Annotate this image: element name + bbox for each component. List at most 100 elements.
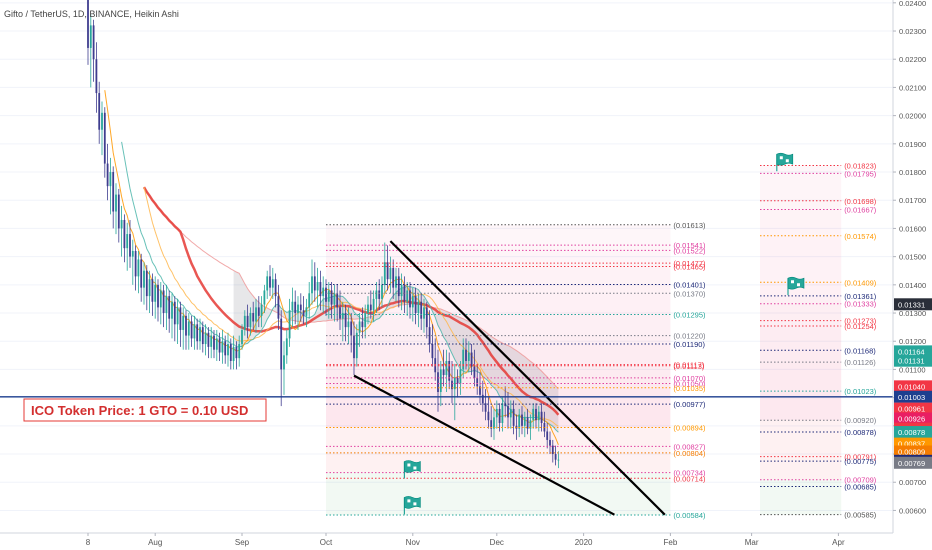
fib-zone <box>760 165 842 174</box>
price-badge <box>894 426 932 439</box>
candle-body <box>134 250 137 277</box>
fib-zone <box>760 461 842 480</box>
fib-zone <box>760 209 842 236</box>
candle-body <box>358 321 361 333</box>
candle-body <box>493 417 495 429</box>
candle-body <box>238 344 241 359</box>
time-tick-label: Sep <box>235 538 250 547</box>
candle-body <box>470 352 473 367</box>
price-badge-label: 0.00961 <box>898 405 925 414</box>
candle-body <box>154 284 157 302</box>
candle-body <box>277 296 280 319</box>
candle-body <box>476 377 479 387</box>
time-tick-label: Nov <box>406 538 420 547</box>
candle-body <box>255 307 257 322</box>
candle-body <box>378 290 381 299</box>
candle-body <box>95 59 98 94</box>
flag-check <box>791 280 800 287</box>
candle-body <box>414 296 417 314</box>
price-badge-label: 0.00809 <box>898 447 925 456</box>
candle-body <box>235 346 238 359</box>
candle-body <box>260 304 263 316</box>
candle-body <box>442 369 445 376</box>
candle-body <box>400 284 403 297</box>
candle-body <box>523 417 526 426</box>
price-badge-label: 0.01131 <box>898 357 925 366</box>
candle-body <box>263 290 266 305</box>
candle-body <box>481 394 484 404</box>
candle-body <box>87 0 89 48</box>
time-tick-label: Dec <box>490 538 504 547</box>
candle-body <box>386 262 389 280</box>
candle-body <box>344 313 347 328</box>
candle-body <box>218 338 221 353</box>
candle-body <box>451 380 453 390</box>
fib-level-label: (0.00584) <box>673 511 706 520</box>
candle-body <box>336 293 339 308</box>
fib-level-label: (0.01465) <box>673 263 706 272</box>
flag-cloth <box>776 152 794 166</box>
fib-level-label: (0.01795) <box>844 169 877 178</box>
price-tick-label: 0.01800 <box>899 168 926 177</box>
candle-body <box>437 372 439 392</box>
fib-level-label: (0.01333) <box>844 300 877 309</box>
candle-body <box>299 304 302 311</box>
candle-body <box>420 301 423 319</box>
fib-level-label: (0.01698) <box>844 197 877 206</box>
candle-body <box>213 335 215 350</box>
fib-zone <box>760 173 842 201</box>
candle-body <box>297 304 299 314</box>
fib-zones <box>326 165 842 515</box>
fib-zone <box>326 427 671 447</box>
candle-body <box>316 282 319 291</box>
fib-zone <box>760 295 842 304</box>
candle-body <box>190 321 193 339</box>
price-badge-label: 0.00837 <box>898 440 925 449</box>
candle-body <box>431 344 434 359</box>
candle-body <box>288 310 291 339</box>
flag-icon <box>403 496 421 515</box>
price-tick-label: 0.02000 <box>899 112 926 121</box>
price-tick-label: 0.00600 <box>899 506 926 515</box>
candle-body <box>507 406 509 418</box>
candle-body <box>294 301 297 314</box>
price-tick-label: 0.01600 <box>899 224 926 233</box>
fib-level-label: (0.01477) <box>673 259 706 268</box>
fib-level-label: (0.01117) <box>673 361 704 370</box>
candle-body <box>456 377 459 384</box>
wedge <box>353 240 666 516</box>
fib-zone <box>326 224 671 246</box>
candle-body <box>434 358 437 373</box>
fib-zone <box>326 387 671 405</box>
candle-body <box>187 321 190 336</box>
price-tick-label: 0.00700 <box>899 478 926 487</box>
fib-level-label: (0.01823) <box>844 162 877 171</box>
candle-body <box>529 420 532 429</box>
fib-level-label: (0.01541) <box>673 241 706 250</box>
candle-body <box>89 25 92 48</box>
fib-zone <box>760 235 842 283</box>
candle-body <box>448 360 451 381</box>
candle-body <box>417 301 420 314</box>
candle-body <box>423 307 425 319</box>
candle-body <box>143 270 145 288</box>
candle-body <box>171 301 173 319</box>
candle-body <box>532 408 535 421</box>
price-badge <box>894 380 932 393</box>
candle-body <box>462 349 465 370</box>
fib-zone <box>326 293 671 315</box>
candle-body <box>347 321 350 328</box>
price-tick-label: 0.01700 <box>899 196 926 205</box>
candle-body <box>479 386 481 395</box>
candle-body <box>106 163 109 187</box>
candle-body <box>339 307 341 319</box>
fib-level-label: (0.01273) <box>844 317 877 326</box>
fib-level-label: (0.01409) <box>844 278 877 287</box>
fib-zone <box>326 365 671 378</box>
fib-zone <box>760 420 842 433</box>
candle-body <box>490 420 493 429</box>
candle-body <box>554 454 557 460</box>
candle-body <box>526 417 529 429</box>
